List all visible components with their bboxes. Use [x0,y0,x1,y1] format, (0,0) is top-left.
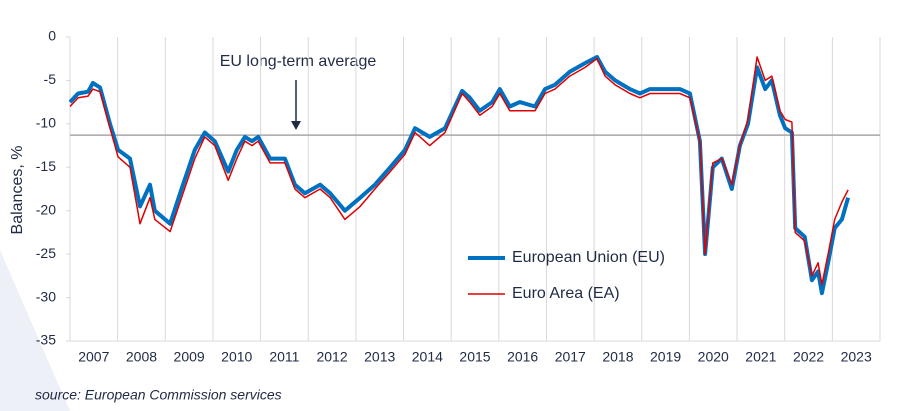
y-tick-label: -25 [36,245,56,261]
y-tick-label: -30 [36,288,56,304]
annotation: EU long-term average [220,53,377,70]
y-axis-label: Balances, % [9,146,26,235]
x-tick-label: 2015 [459,349,490,365]
legend-label: European Union (EU) [512,249,665,266]
x-tick-label: 2019 [650,349,681,365]
y-tick-label: 0 [48,28,56,44]
y-tick-label: -15 [36,158,56,174]
x-tick-label: 2017 [555,349,586,365]
x-tick-label: 2023 [841,349,872,365]
y-tick-label: -10 [36,115,56,131]
x-tick-label: 2022 [793,349,824,365]
x-tick-label: 2016 [507,349,538,365]
x-tick-label: 2011 [269,349,299,365]
x-tick-label: 2009 [174,349,205,365]
series-line [68,55,851,296]
y-tick-label: -35 [36,332,56,348]
decoration [0,250,70,411]
y-tick-label: -5 [44,71,57,87]
x-tick-label: 2020 [698,349,729,365]
x-tick-label: 2010 [221,349,252,365]
x-tick-label: 2007 [78,349,109,365]
annotation-arrowhead [291,121,301,130]
x-tick-label: 2014 [412,349,443,365]
y-tick-label: -20 [36,201,56,217]
x-tick-label: 2013 [364,349,395,365]
x-tick-label: 2018 [602,349,633,365]
x-tick-label: 2012 [316,349,347,365]
x-tick-label: 2008 [126,349,157,365]
series-line [69,56,849,286]
source: source: European Commission services [35,387,282,403]
legend-label: Euro Area (EA) [512,285,620,302]
x-tick-label: 2021 [745,349,776,365]
